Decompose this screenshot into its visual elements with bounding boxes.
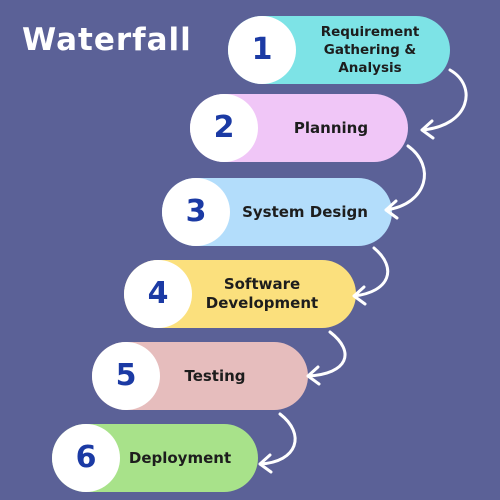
step-1: 1 Requirement Gathering & Analysis xyxy=(228,16,450,84)
step-1-number: 1 xyxy=(251,32,273,67)
arrow-1-to-2-icon xyxy=(420,68,468,140)
arrow-5-to-6-icon xyxy=(258,412,297,474)
step-4: 4 Software Development xyxy=(124,260,356,328)
step-2-badge xyxy=(190,94,258,162)
step-1-label-line-1: Requirement xyxy=(320,24,420,40)
step-4-badge xyxy=(124,260,192,328)
step-6-badge xyxy=(52,424,120,492)
step-3-label: System Design xyxy=(228,178,382,246)
step-5-label-line-1: Testing xyxy=(184,366,246,385)
step-1-label-line-2: Gathering & Analysis xyxy=(323,42,417,76)
step-3-label-line-1: System Design xyxy=(242,202,368,221)
step-2: 2 Planning xyxy=(190,94,408,162)
arrow-2-to-3-icon xyxy=(384,144,426,220)
step-6: 6 Deployment xyxy=(52,424,258,492)
step-3: 3 System Design xyxy=(162,178,392,246)
step-2-label-line-1: Planning xyxy=(293,118,369,137)
step-5-badge xyxy=(92,342,160,410)
step-2-label: Planning xyxy=(258,94,404,162)
step-5: 5 Testing xyxy=(92,342,308,410)
step-3-number: 3 xyxy=(185,194,207,229)
diagram-title: Waterfall xyxy=(22,22,192,58)
step-3-badge xyxy=(162,178,230,246)
arrow-4-to-5-icon xyxy=(306,330,347,386)
step-1-badge xyxy=(228,16,296,84)
step-6-label-line-1: Deployment xyxy=(128,448,232,467)
step-2-number: 2 xyxy=(213,110,235,145)
step-4-label: Software Development xyxy=(190,260,334,328)
step-1-label: Requirement Gathering & Analysis xyxy=(296,16,444,84)
step-6-label: Deployment xyxy=(116,424,244,492)
step-4-number: 4 xyxy=(147,276,169,311)
step-5-number: 5 xyxy=(115,358,137,393)
step-5-label: Testing xyxy=(158,342,272,410)
step-6-number: 6 xyxy=(75,440,97,475)
arrow-3-to-4-icon xyxy=(352,246,390,306)
step-4-label-line-1: Software xyxy=(223,275,301,293)
step-4-label-line-2: Development xyxy=(205,294,319,312)
